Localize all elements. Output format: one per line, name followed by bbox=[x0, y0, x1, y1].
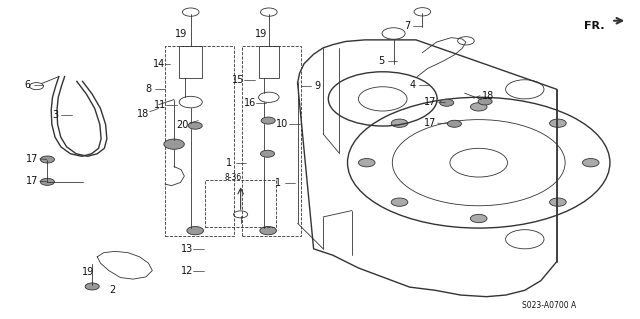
Text: 16: 16 bbox=[243, 98, 256, 108]
Circle shape bbox=[391, 119, 408, 127]
Bar bbox=[205, 180, 276, 227]
Text: 1: 1 bbox=[275, 178, 282, 189]
Text: 15: 15 bbox=[232, 75, 244, 85]
Circle shape bbox=[582, 159, 599, 167]
Text: S023-A0700 A: S023-A0700 A bbox=[522, 301, 576, 310]
Circle shape bbox=[40, 178, 54, 185]
Circle shape bbox=[261, 117, 275, 124]
Circle shape bbox=[164, 139, 184, 149]
Text: 9: 9 bbox=[314, 81, 321, 91]
Bar bbox=[259, 46, 279, 78]
Text: 12: 12 bbox=[180, 266, 193, 276]
Circle shape bbox=[470, 214, 487, 223]
Text: 6: 6 bbox=[24, 80, 31, 91]
Text: 17: 17 bbox=[26, 154, 38, 164]
Text: 17: 17 bbox=[424, 97, 436, 107]
Text: 1: 1 bbox=[226, 158, 232, 168]
Text: 18: 18 bbox=[137, 108, 150, 119]
Text: 2: 2 bbox=[109, 285, 115, 295]
Text: 10: 10 bbox=[276, 119, 289, 129]
Text: 19: 19 bbox=[82, 267, 95, 277]
Circle shape bbox=[550, 119, 566, 127]
Text: 8-36: 8-36 bbox=[225, 173, 242, 182]
Text: 3: 3 bbox=[52, 110, 58, 120]
Text: 8: 8 bbox=[145, 84, 152, 94]
Text: 13: 13 bbox=[180, 244, 193, 255]
Text: 4: 4 bbox=[409, 79, 415, 90]
Bar bbox=[179, 46, 202, 78]
Bar bbox=[165, 46, 234, 236]
Circle shape bbox=[440, 99, 454, 106]
Text: 20: 20 bbox=[176, 120, 189, 130]
Circle shape bbox=[260, 226, 276, 235]
Text: 18: 18 bbox=[481, 91, 494, 101]
Circle shape bbox=[478, 98, 492, 105]
Circle shape bbox=[470, 103, 487, 111]
Text: 19: 19 bbox=[255, 29, 268, 39]
Text: 14: 14 bbox=[152, 59, 165, 70]
Circle shape bbox=[358, 159, 375, 167]
Circle shape bbox=[260, 150, 275, 157]
Circle shape bbox=[188, 122, 202, 129]
Text: FR.: FR. bbox=[584, 20, 605, 31]
Text: 7: 7 bbox=[404, 20, 410, 31]
Text: 17: 17 bbox=[26, 176, 38, 186]
Text: 11: 11 bbox=[154, 100, 166, 110]
Circle shape bbox=[85, 283, 99, 290]
Circle shape bbox=[550, 198, 566, 206]
Text: 5: 5 bbox=[378, 56, 385, 66]
Text: 17: 17 bbox=[424, 118, 436, 128]
Bar bbox=[242, 46, 301, 236]
Circle shape bbox=[40, 156, 54, 163]
Circle shape bbox=[187, 226, 204, 235]
Text: 19: 19 bbox=[175, 29, 188, 39]
Circle shape bbox=[447, 120, 461, 127]
Circle shape bbox=[391, 198, 408, 206]
